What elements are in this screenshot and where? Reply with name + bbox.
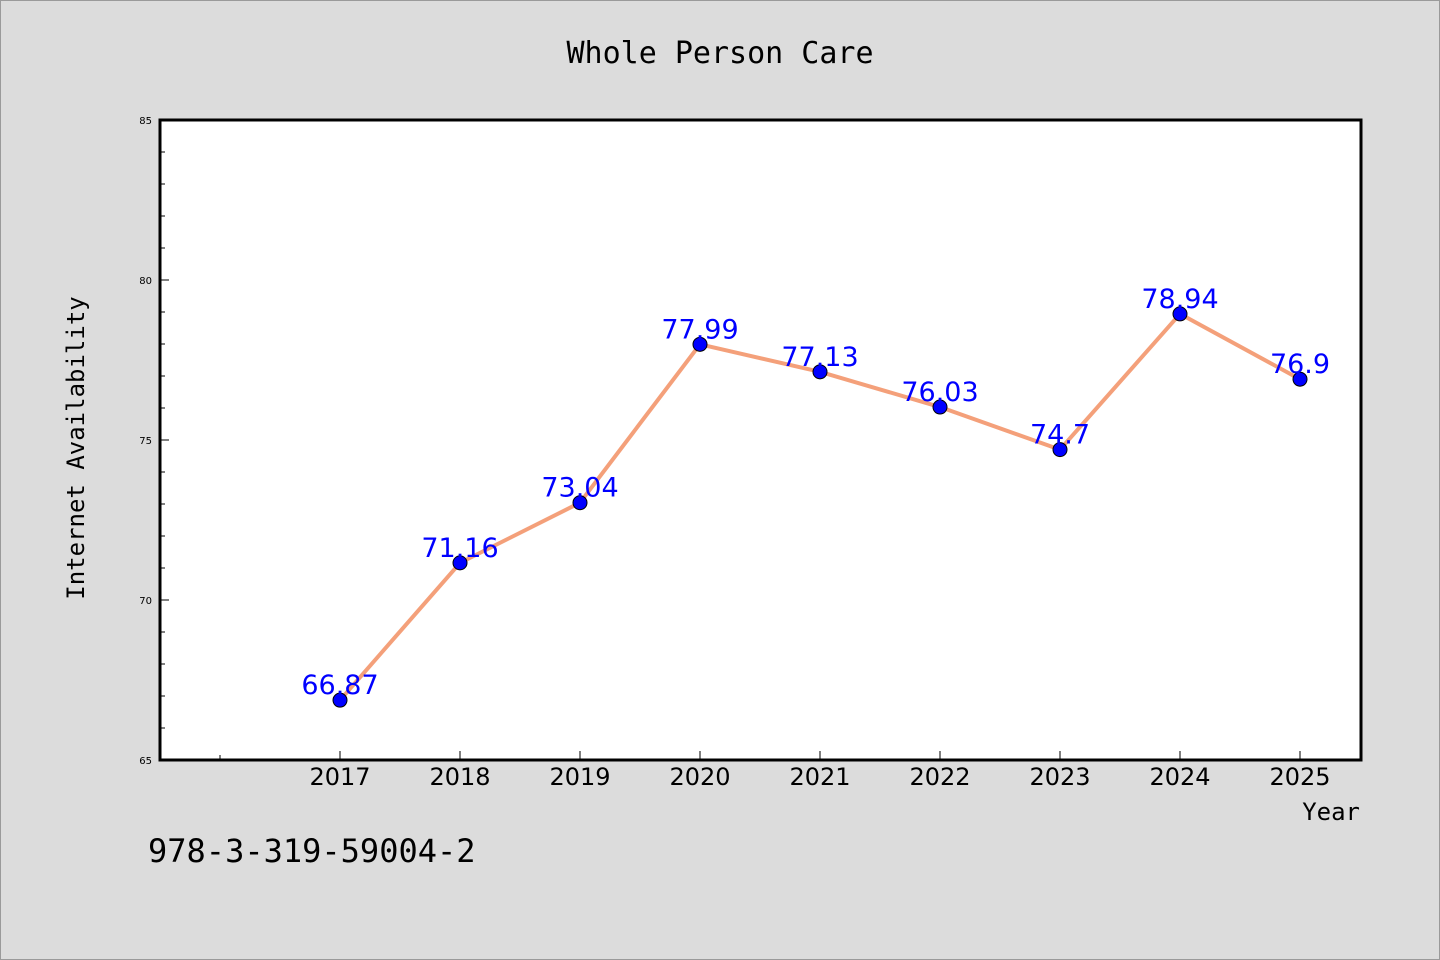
y-tick-label: 65 xyxy=(139,756,152,767)
x-axis-label: Year xyxy=(1302,798,1360,826)
data-point xyxy=(932,399,948,415)
data-label: 76.9 xyxy=(1270,349,1330,380)
y-tick-label: 80 xyxy=(139,276,152,287)
data-point xyxy=(1172,306,1188,322)
y-tick-label: 85 xyxy=(139,116,152,127)
data-label: 71.16 xyxy=(421,533,498,564)
x-tick-label: 2024 xyxy=(1149,763,1210,791)
y-tick-label: 70 xyxy=(139,596,152,607)
data-label: 74.7 xyxy=(1030,420,1090,451)
x-tick-label: 2021 xyxy=(789,763,850,791)
data-label: 78.94 xyxy=(1141,284,1218,315)
footnote-isbn: 978-3-319-59004-2 xyxy=(148,832,476,870)
x-axis: 2017 2018 2019 2020 2021 2022 2023 2024 2025 xyxy=(219,751,1331,791)
data-point xyxy=(1052,442,1068,458)
chart-title: Whole Person Care xyxy=(566,36,873,71)
x-tick-label: 2023 xyxy=(1029,763,1090,791)
x-tick-label: 2017 xyxy=(309,763,370,791)
data-label: 76.03 xyxy=(901,377,978,408)
data-label: 77.99 xyxy=(661,314,738,345)
x-tick-label: 2019 xyxy=(549,763,610,791)
data-point xyxy=(812,364,828,380)
y-axis-label: Internet Availability xyxy=(62,296,90,599)
y-tick-label: 75 xyxy=(139,436,152,447)
x-tick-label: 2020 xyxy=(669,763,730,791)
series-points xyxy=(332,306,1308,708)
data-point xyxy=(332,692,348,708)
data-labels: 66.87 71.16 73.04 77.99 77.13 76.03 74.7 78.94 7… xyxy=(301,284,1330,701)
x-tick-label: 2025 xyxy=(1269,763,1330,791)
data-point xyxy=(572,495,588,511)
data-label: 77.13 xyxy=(781,342,858,373)
data-point xyxy=(1292,371,1308,387)
x-tick-label: 2018 xyxy=(429,763,490,791)
data-point xyxy=(692,336,708,352)
x-tick-label: 2022 xyxy=(909,763,970,791)
plot-area xyxy=(160,120,1361,760)
plot-border xyxy=(158,118,1363,762)
data-label: 73.04 xyxy=(541,473,618,504)
data-point xyxy=(452,555,468,571)
data-label: 66.87 xyxy=(301,670,378,701)
